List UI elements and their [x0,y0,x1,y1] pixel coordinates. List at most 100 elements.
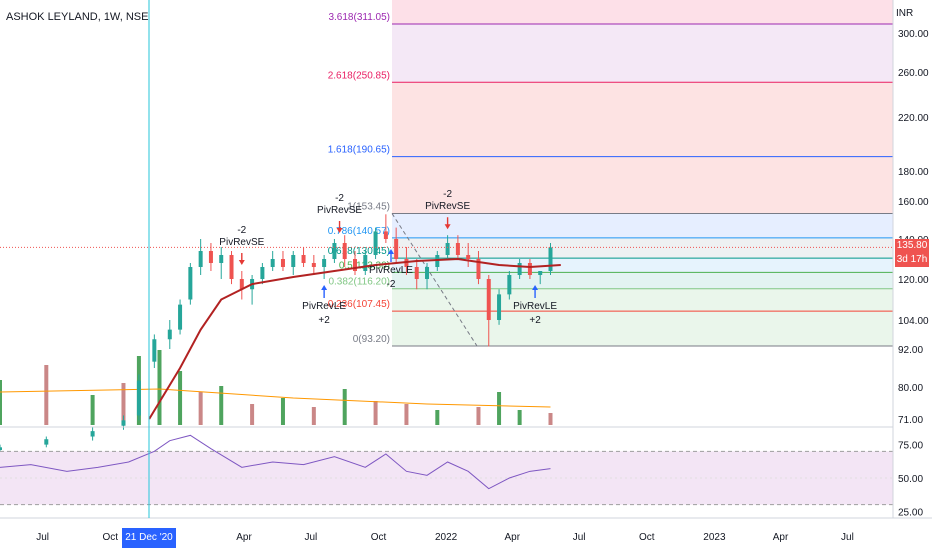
fib-band [392,272,893,289]
pivot-label: +2 [318,315,330,326]
candle-body [455,243,460,255]
moving-average [148,257,561,420]
candle-body [497,294,502,320]
fib-band [392,213,893,238]
candle-body [322,259,327,267]
time-tick: 2022 [435,532,458,543]
fib-label: 0.786(140.57) [328,226,390,237]
candle-body [394,239,399,259]
candle-body [188,267,193,300]
volume-bar [404,404,409,425]
candle-body [527,263,532,275]
volume-bar [0,380,2,425]
price-tick: 220.00 [898,113,929,124]
candle-body [280,259,285,267]
candle-body [507,275,512,295]
volume-bar [497,392,502,425]
time-tick: Apr [773,532,789,543]
volume-bars [0,350,553,425]
price-tick: 300.00 [898,29,929,40]
fib-trend-line [391,213,478,347]
up-arrow-icon [321,285,328,298]
price-tick: 180.00 [898,167,929,178]
fib-label: 0.236(107.45) [328,299,390,310]
down-arrow-icon [336,221,343,233]
candle-body [466,255,471,259]
candle-body [332,243,337,259]
fib-label: 1.618(190.65) [328,145,390,156]
rsi-tick: 25.00 [898,507,923,518]
candle-body [445,243,450,255]
fib-extension: 3.618(311.05) 2.618(250.85) 1.618(190.65) 1… [328,0,893,347]
time-tick: 2023 [703,532,726,543]
candle-body [311,263,316,267]
fib-band-top [392,0,893,24]
candle-body [229,255,234,279]
countdown-badge: 3d 17h [895,253,929,268]
fib-band [392,82,893,157]
price-tick: 80.00 [898,383,923,394]
pivot-label: -2 [335,193,344,204]
candle-body [301,255,306,263]
time-tick: Jul [36,532,49,543]
time-tick: Apr [504,532,520,543]
time-tick: Apr [236,532,252,543]
down-arrow-icon [444,217,451,230]
pivot-annotations: -2PivRevSE-2PivRevSE-2PivRevSEPivRevLE+2… [219,189,557,326]
pivot-label: PivRevSE [317,205,362,216]
down-arrow-icon [238,253,245,265]
pivot-label: PivRevLE [369,265,413,276]
currency-label: INR [896,8,914,19]
candle-body [383,231,388,239]
volume-bar [250,404,255,425]
fib-label: 3.618(311.05) [328,12,390,23]
volume-bar [476,407,481,425]
price-tick: 71.00 [898,415,923,426]
volume-bar [435,410,440,425]
fib-label: 0(93.20) [353,334,390,345]
volume-bar [517,410,522,425]
fib-label: 2.618(250.85) [328,70,390,81]
price-tick: 260.00 [898,68,929,79]
fib-band [392,24,893,83]
volume-bar [121,383,126,425]
candle-body [352,259,357,271]
candle-body [363,255,368,271]
up-arrow-icon [532,285,539,298]
volume-bar [342,389,347,425]
volume-bar [219,386,224,425]
pivot-label: -2 [237,225,246,236]
time-tick: Jul [573,532,586,543]
candle-body [152,339,157,362]
candle-body [342,243,347,259]
pivot-label: PivRevLE [302,301,346,312]
volume-ma-line [0,388,551,408]
candle-body [0,447,2,450]
candle-body [548,247,553,271]
price-tick: 104.00 [898,316,929,327]
volume-bar [311,407,316,425]
ma-line [148,257,561,420]
candle-body [219,255,224,263]
candle-body [373,231,378,255]
rsi-tick: 75.00 [898,441,923,452]
fib-band [392,311,893,346]
pivot-label: PivRevLE [513,301,557,312]
candle-body [208,251,213,263]
candle-body [44,439,49,445]
time-tick: Oct [639,532,655,543]
rsi-line [0,434,551,490]
candle-body [198,251,203,267]
volume-bar [178,371,183,425]
time-tick: Oct [102,532,118,543]
fib-band [392,156,893,214]
candle-body [239,279,244,290]
candle-body [167,329,172,340]
volume-bar [44,365,49,425]
fib-band [392,258,893,273]
fib-band [392,288,893,312]
pivot-label: PivRevSE [425,201,470,212]
time-tick: Jul [841,532,854,543]
candle-body [260,267,265,279]
